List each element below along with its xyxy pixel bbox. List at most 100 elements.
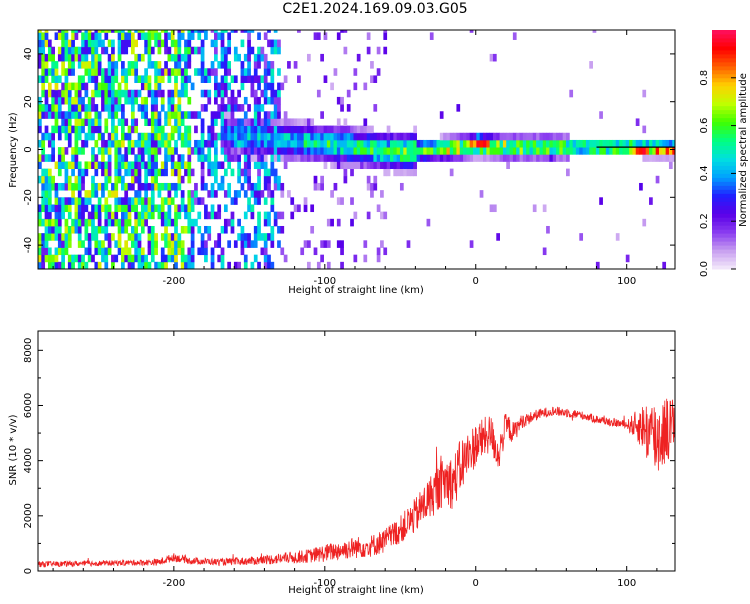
heatmap-cell [253,233,258,241]
heatmap-cell [466,132,471,141]
heatmap-cell [223,218,228,227]
heatmap-cell [625,147,630,155]
heatmap-cell [406,168,411,177]
heatmap-cell [625,254,630,263]
heatmap-cell [91,118,95,126]
heatmap-cell [57,111,62,119]
heatmap-cell [346,125,351,134]
heatmap-cell [147,139,152,148]
heatmap-cell [87,233,92,241]
heatmap-cell [147,261,152,269]
heatmap-cell [130,168,135,177]
heatmap-cell [243,261,248,269]
colorbar-segment [712,241,736,246]
heatmap-cell [316,32,321,40]
heatmap-cell [194,46,198,55]
heatmap-cell [61,82,65,91]
heatmap-cell [67,68,72,76]
heatmap-cell [167,132,172,141]
heatmap-cell [41,218,46,227]
heatmap-cell [217,211,222,220]
heatmap-cell [197,211,202,220]
heatmap-cell [61,247,65,256]
heatmap-cell [101,147,105,155]
heatmap-cell [260,233,265,241]
heatmap-cell [170,154,175,162]
heatmap-cell [74,211,79,220]
heatmap-cell [512,147,517,155]
heatmap-cell [316,125,321,134]
heatmap-cell [456,104,461,112]
heatmap-cell [280,118,285,126]
heatmap-cell [436,147,441,155]
heatmap-cell [121,161,125,170]
heatmap-cell [101,89,105,98]
heatmap-cell [101,139,105,148]
heatmap-cell [67,132,72,141]
heatmap-cell [343,168,348,177]
heatmap-cell [399,168,404,177]
heatmap-cell [167,182,172,191]
heatmap-cell [38,240,42,248]
heatmap-cell [147,204,152,213]
heatmap-cell [67,39,72,48]
heatmap-cell [41,204,46,213]
heatmap-cell [44,111,49,119]
heatmap-cell [649,154,653,162]
heatmap-cell [94,61,99,69]
heatmap-cell [94,32,99,40]
heatmap-cell [214,168,218,177]
heatmap-cell [124,147,129,155]
figure-title: C2E1.2024.169.09.03.G05 [282,1,468,17]
heatmap-cell [383,154,388,162]
heatmap-cell [57,168,62,177]
heatmap-cell [190,46,195,55]
heatmap-cell [306,154,311,162]
heatmap-cell [383,132,388,141]
heatmap-cell [589,139,593,148]
heatmap-cell [492,53,497,62]
heatmap-cell [516,147,520,155]
heatmap-cell [197,30,202,33]
heatmap-cell [260,154,265,162]
heatmap-cell [396,161,401,170]
colorbar-segment [712,105,736,111]
heatmap-cell [187,147,192,155]
heatmap-cell [64,197,69,205]
heatmap-cell [44,104,49,112]
heatmap-cell [77,240,82,248]
heatmap-cell [243,68,248,76]
heatmap-cell [44,190,49,198]
heatmap-cell [220,254,225,263]
heatmap-cell [263,218,268,227]
heatmap-cell [47,39,52,48]
heatmap-cell [44,154,49,162]
heatmap-cell [87,96,92,105]
heatmap-cell [71,96,75,105]
heatmap-cell [97,261,102,269]
heatmap-cell [506,154,510,162]
heatmap-cell [210,190,215,198]
heatmap-cell [260,139,265,148]
heatmap-cell [217,104,222,112]
heatmap-cell [240,61,245,69]
heatmap-cell [124,247,129,256]
heatmap-cell [223,61,228,69]
heatmap-cell [223,82,228,91]
heatmap-cell [84,104,89,112]
heatmap-cell [376,161,381,170]
heatmap-cell [177,125,182,134]
heatmap-cell [127,89,132,98]
heatmap-cell [277,46,281,55]
heatmap-cell [84,168,89,177]
heatmap-cell [532,132,537,141]
heatmap-cell [124,39,129,48]
heatmap-cell [74,104,79,112]
heatmap-cell [403,161,408,170]
heatmap-cell [137,261,142,269]
heatmap-cell [187,139,192,148]
heatmap-cell [502,132,507,141]
heatmap-cell [117,82,122,91]
heatmap-cell [150,233,155,241]
heatmap-cell [124,182,129,191]
